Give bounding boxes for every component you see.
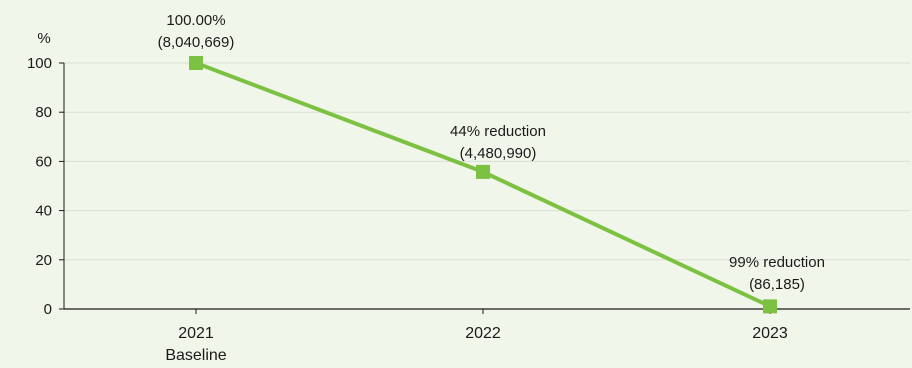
y-axis-unit-label: % (37, 30, 50, 47)
y-axis-ticks: 0 20 40 60 80 100 (27, 55, 64, 318)
x-axis-labels: 2021 Baseline 2022 2023 (165, 309, 788, 364)
y-tick-label-20: 20 (35, 252, 52, 269)
data-label-2-line2: (86,185) (749, 276, 805, 293)
y-tick-label-100: 100 (27, 55, 52, 72)
y-tick-label-60: 60 (35, 153, 52, 170)
series-group (189, 56, 777, 314)
data-label-2-line1: 99% reduction (729, 254, 825, 271)
gridlines (64, 62, 910, 261)
y-tick-label-40: 40 (35, 203, 52, 220)
y-tick-label-0: 0 (44, 301, 52, 318)
data-point-0-2 (763, 299, 777, 314)
x-category-label-1: 2022 (465, 325, 501, 342)
data-label-1-line1: 44% reduction (450, 123, 546, 140)
x-category-label-0: 2021 (178, 325, 214, 342)
data-point-0-0 (189, 56, 203, 70)
data-label-1-line2: (4,480,990) (460, 145, 537, 162)
x-category-label-2: 2023 (752, 325, 788, 342)
data-label-0-line1: 100.00% (166, 12, 225, 29)
x-category-sublabel-0: Baseline (165, 347, 226, 364)
y-tick-label-80: 80 (35, 104, 52, 121)
data-point-0-1 (476, 164, 490, 179)
data-labels: 100.00% (8,040,669) 44% reduction (4,480,99… (158, 12, 825, 293)
data-label-0-line2: (8,040,669) (158, 34, 235, 51)
